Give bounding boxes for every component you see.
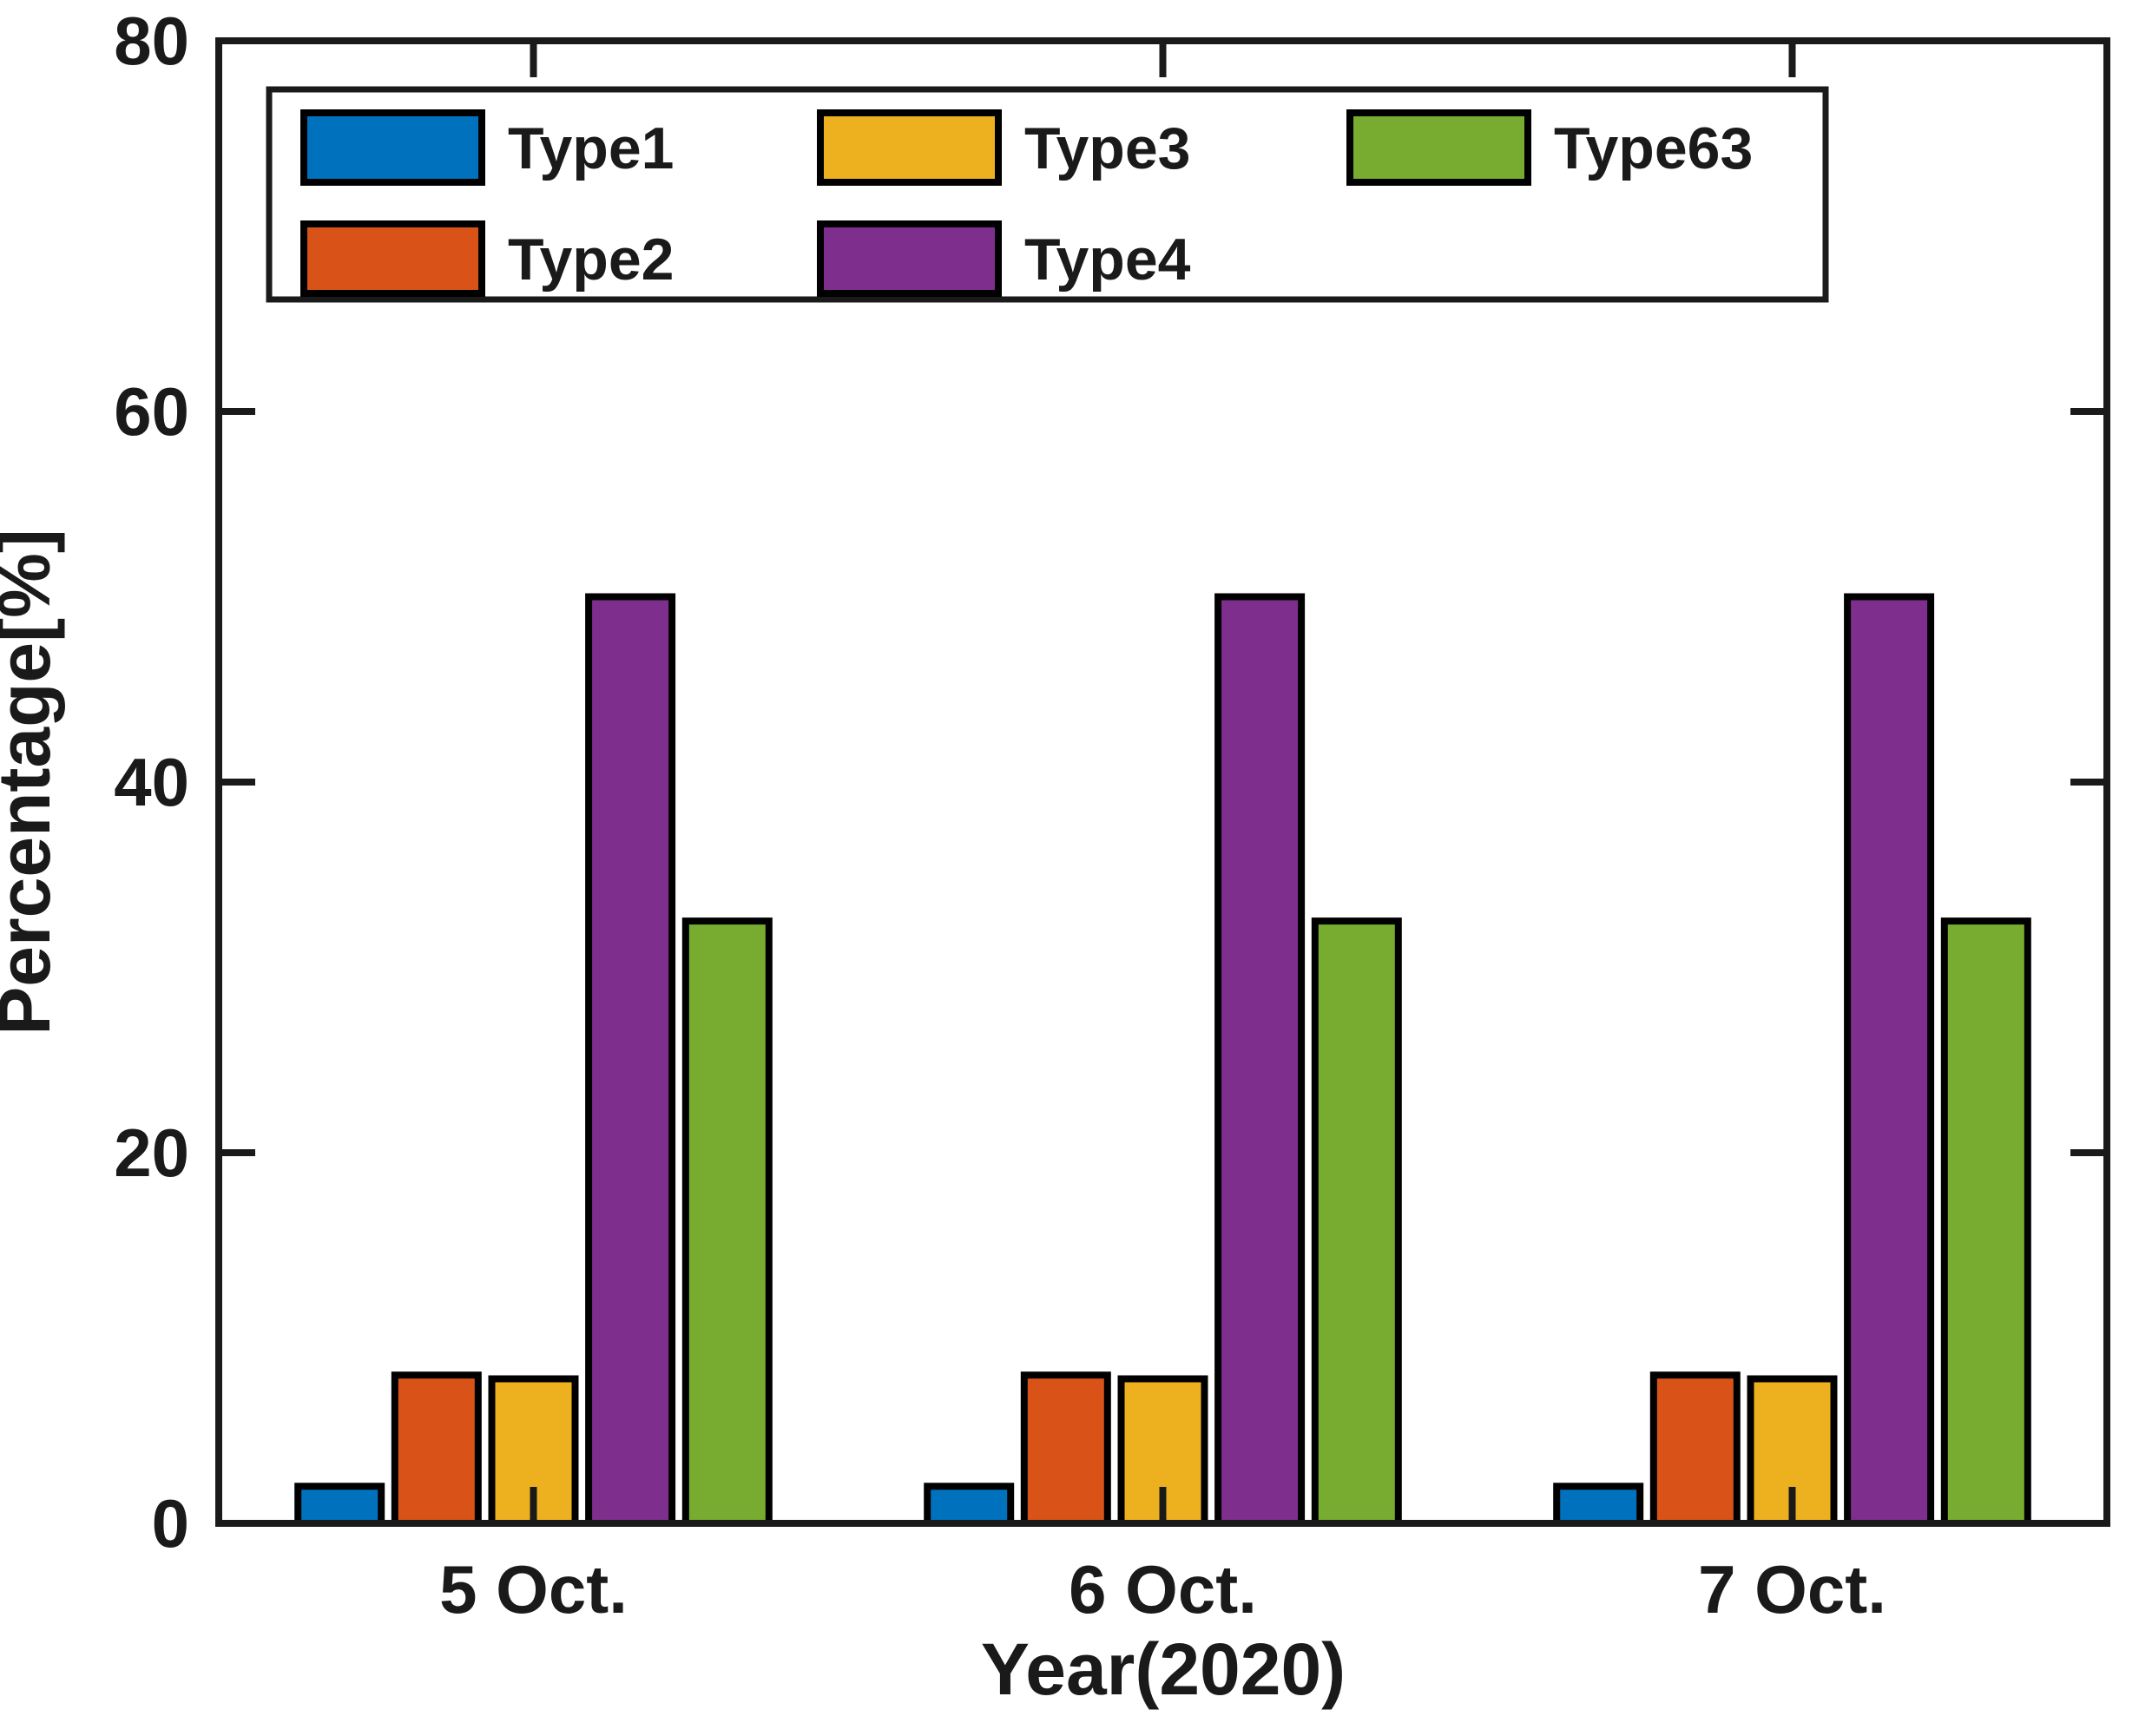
bar-type4-5-oct- — [585, 593, 676, 1527]
bar-type1-6-oct- — [924, 1483, 1015, 1528]
legend-label-type4: Type4 — [1024, 227, 1191, 293]
bar-type63-6-oct- — [1311, 917, 1402, 1527]
legend-swatch-type63 — [1346, 109, 1531, 186]
legend-label-type2: Type2 — [508, 227, 674, 293]
bars-group — [294, 593, 2031, 1528]
legend-label-type63: Type63 — [1554, 115, 1753, 181]
axis-group — [215, 37, 2110, 1527]
legend-swatch-type2 — [300, 220, 485, 297]
y-tick-label-40: 40 — [114, 744, 189, 820]
legend-box — [266, 86, 1829, 303]
y-tick-label-20: 20 — [114, 1115, 189, 1191]
bar-type2-7-oct- — [1649, 1371, 1741, 1527]
bar-type2-6-oct- — [1020, 1371, 1111, 1527]
x-tick-label-5-oct-: 5 Oct. — [439, 1551, 628, 1628]
bar-type2-5-oct- — [391, 1371, 482, 1527]
y-tick-label-60: 60 — [114, 373, 189, 450]
legend-swatch-type4 — [817, 220, 1002, 297]
legend-label-type3: Type3 — [1024, 115, 1190, 181]
y-axis-label: Percentage[%] — [0, 529, 65, 1036]
x-axis-label: Year(2020) — [981, 1628, 1346, 1710]
legend-swatch-type3 — [817, 109, 1002, 186]
bar-type4-7-oct- — [1844, 593, 1935, 1527]
bar-type63-7-oct- — [1940, 917, 2031, 1527]
bar-type4-6-oct- — [1214, 593, 1306, 1527]
legend-label-type1: Type1 — [508, 115, 674, 181]
bar-type1-5-oct- — [294, 1483, 385, 1528]
x-tick-label-6-oct-: 6 Oct. — [1069, 1551, 1257, 1628]
y-tick-label-0: 0 — [152, 1485, 189, 1562]
bar-type63-5-oct- — [681, 917, 773, 1527]
y-tick-label-80: 80 — [114, 3, 189, 79]
legend: Type1 Type2 Type3 Type4 Type63 — [266, 86, 1829, 303]
bar-type1-7-oct- — [1553, 1483, 1644, 1528]
tick-label-group: 0 20 40 60 80 5 Oct. 6 Oct. 7 Oct. — [114, 3, 1886, 1628]
legend-swatch-type1 — [300, 109, 485, 186]
x-tick-label-7-oct-: 7 Oct. — [1698, 1551, 1886, 1628]
